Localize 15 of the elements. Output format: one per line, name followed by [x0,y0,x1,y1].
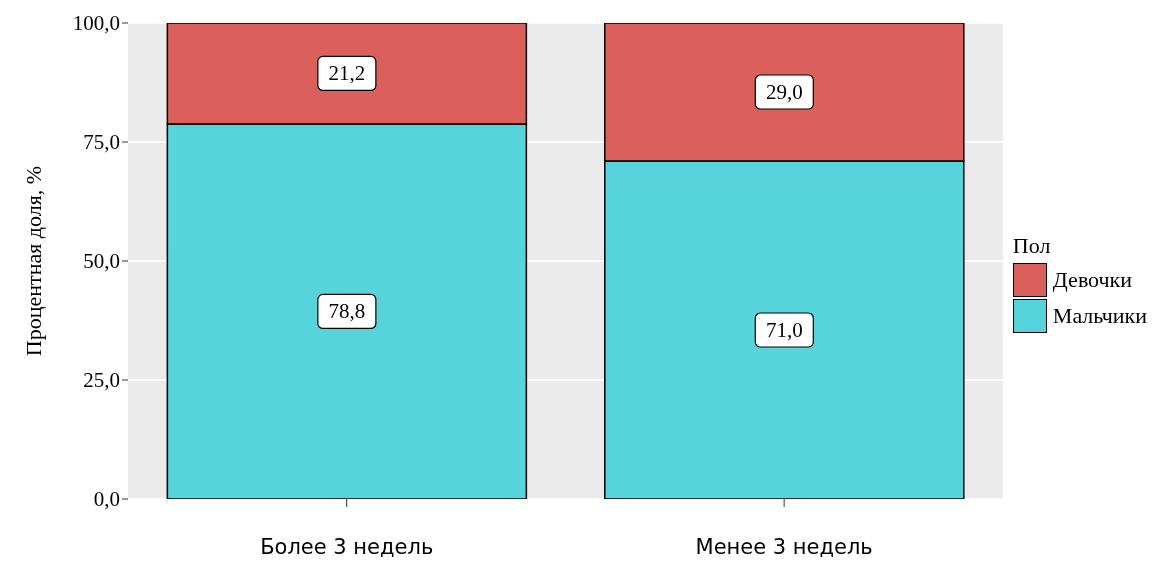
legend-title: Пол [1012,232,1052,259]
y-tick-label: 100,0 [72,11,120,36]
y-axis-title: Процентная доля, % [20,165,46,357]
data-label: 71,0 [765,318,803,343]
data-label: 78,8 [328,299,366,324]
data-label: 29,0 [765,80,803,105]
y-tick-label: 0,0 [93,487,120,512]
legend-label: Мальчики [1052,302,1147,329]
data-label: 21,2 [328,61,366,86]
x-tick-label: Менее 3 недель [695,534,873,559]
y-tick-label: 25,0 [83,368,120,393]
legend-label: Девочки [1052,266,1133,293]
y-tick-label: 50,0 [83,249,120,274]
y-tick-label: 75,0 [83,130,120,155]
x-tick-label: Более 3 недель [260,534,434,559]
